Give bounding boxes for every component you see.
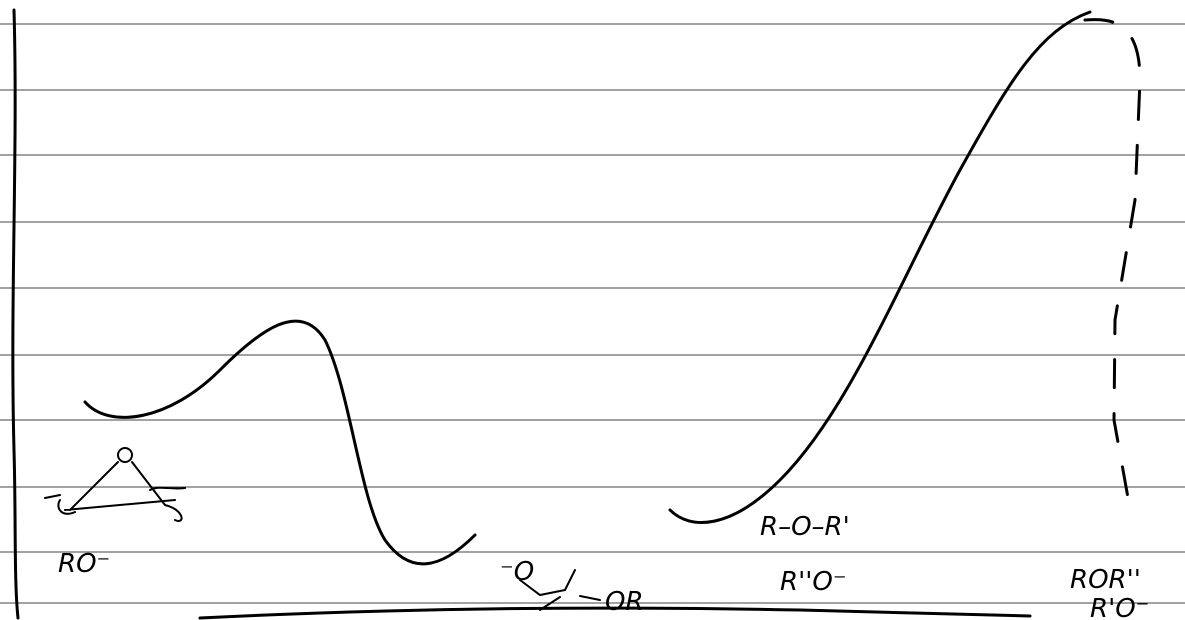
label: RO⁻ [58,549,110,579]
label: ⁻O [500,557,534,587]
energy-axis [11,8,20,620]
label: OR [605,587,644,617]
epoxide-bonds [57,461,183,522]
label: R'O⁻ [1090,594,1149,620]
energy-curve-2 [668,10,1092,524]
substituents [44,486,186,499]
reaction-axis [198,606,1032,620]
oxygen-ring [117,447,133,463]
paper-rules [0,23,1185,604]
dashed-curve [1083,18,1142,522]
intermediate-structure [519,569,601,611]
label: R''O⁻ [780,567,847,597]
energy-curve-1 [83,319,477,566]
label: ROR'' [1070,565,1141,595]
epoxide-structure [44,447,186,522]
label: R–O–R' [760,512,850,542]
